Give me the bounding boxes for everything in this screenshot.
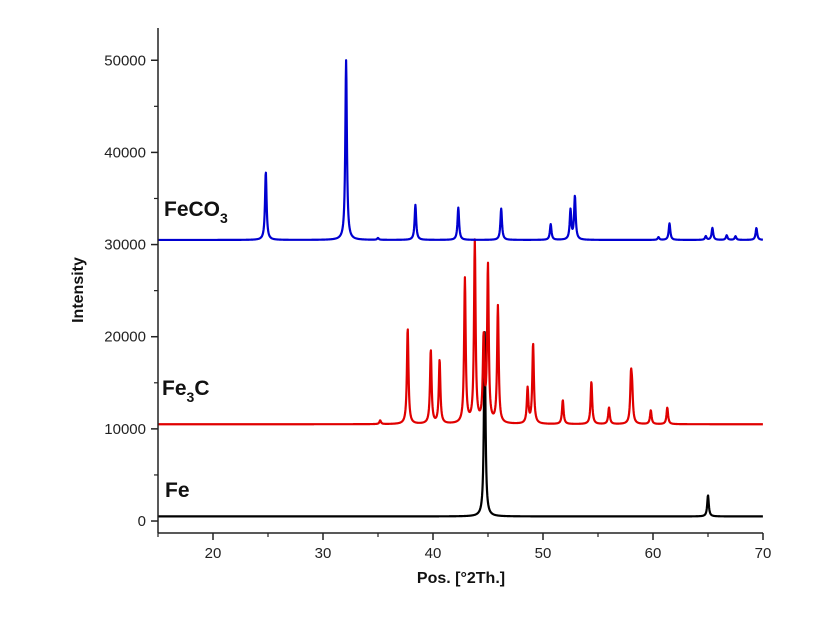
y-tick-label: 20000 (104, 329, 146, 346)
series-label-main: Fe (165, 479, 190, 502)
x-tick-label: 30 (315, 545, 332, 562)
series-label-end: C (194, 377, 209, 400)
series-label-subscript: 3 (220, 210, 228, 226)
x-tick-label: 20 (205, 545, 222, 562)
y-axis-title: Intensity (70, 257, 87, 323)
series-line-1 (157, 238, 764, 426)
y-tick-label: 40000 (104, 144, 146, 161)
series-label-subscript: 3 (187, 389, 195, 405)
series-label-main: Fe (162, 377, 187, 400)
x-axis-title: Pos. [°2Th.] (417, 570, 505, 587)
x-tick-label: 40 (425, 545, 442, 562)
y-tick-label: 10000 (104, 421, 146, 438)
series-label-1: Fe3C (162, 377, 209, 405)
series-label-2: FeCO3 (164, 198, 228, 226)
y-tick-label: 0 (138, 513, 146, 530)
x-tick-label: 70 (755, 545, 772, 562)
y-tick-label: 30000 (104, 237, 146, 254)
y-tick-label: 50000 (104, 52, 146, 69)
diffraction-traces (157, 59, 764, 518)
axes: 20 30 40 50 60 70 0 10000 20000 30000 40000 50000 (104, 28, 771, 562)
series-line-0 (157, 331, 764, 518)
x-tick-label: 60 (645, 545, 662, 562)
series-label-main: FeCO (164, 198, 220, 221)
series-line-2 (157, 59, 764, 242)
series-label-0: Fe (165, 479, 190, 502)
x-tick-label: 50 (535, 545, 552, 562)
